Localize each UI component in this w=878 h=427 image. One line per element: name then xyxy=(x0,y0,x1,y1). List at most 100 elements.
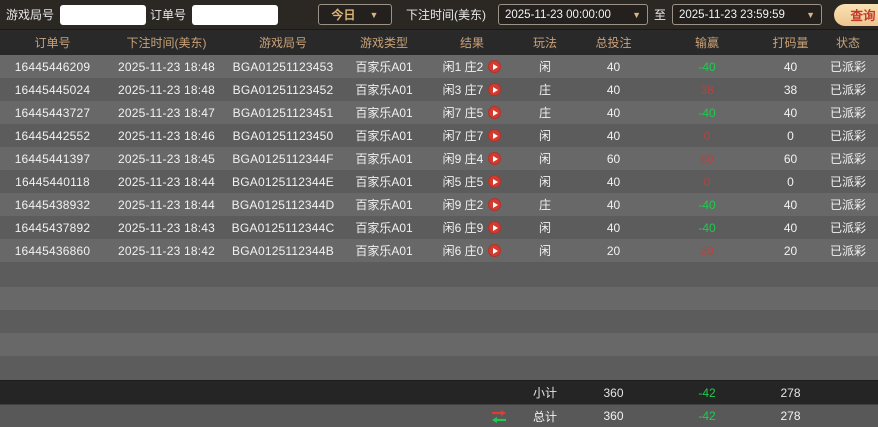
query-button[interactable]: 查询 xyxy=(834,3,878,26)
winloss-cell: 0 xyxy=(703,128,711,143)
play-cell: 闲 xyxy=(538,152,551,166)
order-no-input[interactable] xyxy=(192,4,279,25)
status-cell: 已派彩 xyxy=(829,244,866,258)
round-no-cell: BGA0125112344D xyxy=(231,197,335,212)
winloss-cell: 20 xyxy=(700,243,714,258)
swap-arrows-icon[interactable] xyxy=(490,409,508,423)
turnover-cell: 0 xyxy=(787,128,794,143)
result-cell: 闲7 庄5 xyxy=(430,101,514,124)
game-type-cell: 百家乐A01 xyxy=(355,106,413,120)
empty-row xyxy=(0,263,878,287)
col-header-round-no: 游戏局号 xyxy=(258,36,307,50)
status-cell: 已派彩 xyxy=(829,175,866,189)
play-icon[interactable] xyxy=(488,129,502,142)
turnover-cell: 40 xyxy=(783,197,798,212)
result-text: 闲7 庄7 xyxy=(442,129,484,143)
round-no-cell: BGA0125112344B xyxy=(232,243,334,258)
total-bet-cell: 40 xyxy=(606,174,621,189)
status-cell: 已派彩 xyxy=(829,198,866,212)
result-text: 闲7 庄5 xyxy=(442,106,484,120)
play-icon[interactable] xyxy=(488,60,502,73)
col-header-result: 结果 xyxy=(459,36,484,50)
total-bet-cell: 40 xyxy=(606,82,621,97)
order-no-cell: 16445438932 xyxy=(14,197,91,212)
col-header-game-type: 游戏类型 xyxy=(359,36,408,50)
winloss-cell: 0 xyxy=(703,174,711,189)
turnover-cell: 38 xyxy=(783,82,798,97)
table-row: 16445437892 2025-11-23 18:43 BGA01251123… xyxy=(0,216,878,239)
table-row: 16445445024 2025-11-23 18:48 BGA01251123… xyxy=(0,78,878,101)
play-icon[interactable] xyxy=(488,221,502,234)
play-icon[interactable] xyxy=(488,198,502,211)
result-cell: 闲3 庄7 xyxy=(430,78,514,101)
chevron-down-icon: ▼ xyxy=(806,9,815,20)
bet-time-cell: 2025-11-23 18:44 xyxy=(117,174,216,189)
total-row: 总计 360 -42 278 xyxy=(0,404,878,427)
play-icon[interactable] xyxy=(488,106,502,119)
order-no-cell: 16445442552 xyxy=(14,128,91,143)
bet-time-cell: 2025-11-23 18:48 xyxy=(117,59,216,74)
play-cell: 闲 xyxy=(538,221,551,235)
order-no-cell: 16445445024 xyxy=(14,82,91,97)
order-no-cell: 16445441397 xyxy=(14,151,91,166)
play-cell: 闲 xyxy=(538,129,551,143)
table-body: 16445446209 2025-11-23 18:48 BGA01251123… xyxy=(0,55,878,264)
play-icon[interactable] xyxy=(488,244,502,257)
total-icon-cell xyxy=(430,405,514,427)
empty-row xyxy=(0,332,878,356)
round-no-cell: BGA0125112344C xyxy=(231,220,335,235)
start-time-value: 2025-11-23 00:00:00 xyxy=(504,8,611,21)
round-no-cell: BGA01251123451 xyxy=(232,105,334,120)
col-header-play: 玩法 xyxy=(532,36,557,50)
total-total-bet: 360 xyxy=(603,409,624,423)
subtotal-turnover: 278 xyxy=(780,385,801,400)
play-icon[interactable] xyxy=(488,175,502,188)
play-icon[interactable] xyxy=(488,83,502,96)
winloss-cell: 60 xyxy=(700,151,714,166)
status-cell: 已派彩 xyxy=(829,152,866,166)
total-label: 总计 xyxy=(532,409,557,424)
empty-row xyxy=(0,309,878,333)
result-cell: 闲6 庄0 xyxy=(430,239,514,262)
filter-bar: 游戏局号 订单号 今日 ▼ 下注时间(美东) 2025-11-23 00:00:… xyxy=(0,0,878,30)
play-cell: 庄 xyxy=(538,83,551,97)
turnover-cell: 20 xyxy=(783,243,798,258)
turnover-cell: 40 xyxy=(783,105,798,120)
total-bet-cell: 60 xyxy=(606,151,621,166)
result-cell: 闲5 庄5 xyxy=(430,170,514,193)
order-no-cell: 16445437892 xyxy=(14,220,91,235)
end-time-value: 2025-11-23 23:59:59 xyxy=(679,8,785,21)
game-type-cell: 百家乐A01 xyxy=(355,152,413,166)
winloss-cell: -40 xyxy=(698,105,716,120)
total-bet-cell: 40 xyxy=(606,59,621,74)
round-no-cell: BGA01251123453 xyxy=(232,59,334,74)
empty-row xyxy=(0,355,878,379)
turnover-cell: 40 xyxy=(783,59,798,74)
game-round-label: 游戏局号 xyxy=(6,8,55,22)
subtotal-total-bet: 360 xyxy=(603,385,624,400)
turnover-cell: 40 xyxy=(783,220,798,235)
order-no-label: 订单号 xyxy=(150,8,187,22)
play-cell: 庄 xyxy=(538,106,551,120)
status-cell: 已派彩 xyxy=(829,60,866,74)
table-row: 16445442552 2025-11-23 18:46 BGA01251123… xyxy=(0,124,878,147)
table-row: 16445441397 2025-11-23 18:45 BGA01251123… xyxy=(0,147,878,170)
filter-right-group: 今日 ▼ 下注时间(美东) 2025-11-23 00:00:00 ▼ 至 20… xyxy=(317,3,878,26)
empty-row xyxy=(0,286,878,310)
round-no-cell: BGA0125112344E xyxy=(232,174,334,189)
total-turnover: 278 xyxy=(780,409,801,423)
game-round-input[interactable] xyxy=(60,4,147,25)
winloss-cell: -40 xyxy=(698,59,716,74)
col-header-turnover: 打码量 xyxy=(772,36,809,50)
period-select[interactable]: 今日 ▼ xyxy=(317,4,392,25)
col-header-bet-time: 下注时间(美东) xyxy=(126,36,207,50)
round-no-cell: BGA0125112344F xyxy=(232,151,334,166)
bet-time-cell: 2025-11-23 18:48 xyxy=(117,82,216,97)
game-type-cell: 百家乐A01 xyxy=(355,244,413,258)
subtotal-label: 小计 xyxy=(532,386,557,400)
start-time-select[interactable]: 2025-11-23 00:00:00 ▼ xyxy=(497,4,648,25)
end-time-select[interactable]: 2025-11-23 23:59:59 ▼ xyxy=(672,4,822,25)
total-bet-cell: 40 xyxy=(606,197,621,212)
play-icon[interactable] xyxy=(488,152,502,165)
